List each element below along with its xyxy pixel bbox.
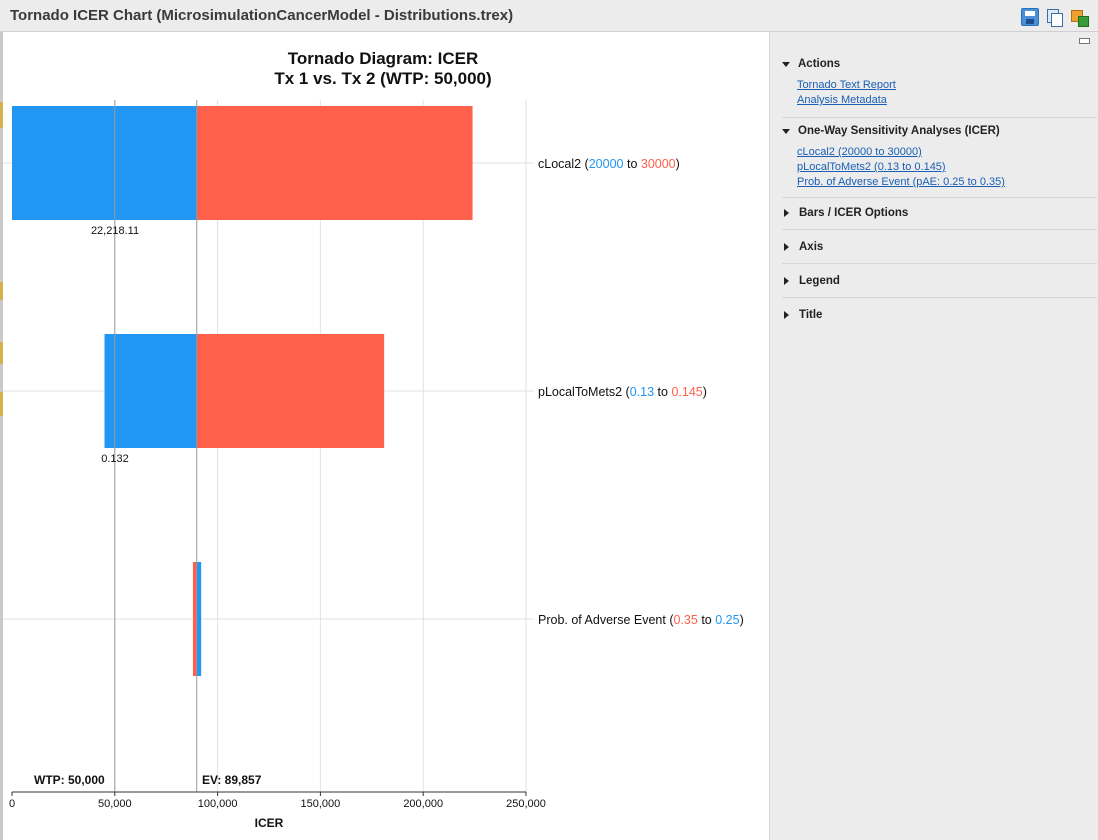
parameter-label: pLocalToMets2 (0.13 to 0.145) — [538, 385, 707, 399]
bar-segment-right — [196, 106, 473, 220]
parameter-label-part: to — [624, 157, 641, 171]
section-one-way[interactable]: One-Way Sensitivity Analyses (ICER) — [782, 125, 1000, 137]
parameter-label-part: ) — [676, 157, 680, 171]
chart-subtitle: Tx 1 vs. Tx 2 (WTP: 50,000) — [274, 69, 492, 88]
export-icon[interactable] — [1070, 8, 1089, 27]
tornado-text-report-link[interactable]: Tornado Text Report — [797, 79, 896, 91]
parameter-label-part: cLocal2 ( — [538, 157, 590, 171]
ev-label: EV: 89,857 — [202, 773, 262, 787]
section-bars-options-label: Bars / ICER Options — [799, 207, 909, 219]
parameter-label-part: 20000 — [589, 157, 624, 171]
window-title: Tornado ICER Chart (MicrosimulationCance… — [10, 7, 514, 24]
minimize-icon[interactable] — [1079, 38, 1090, 44]
chart-area: Tornado Diagram: ICER Tx 1 vs. Tx 2 (WTP… — [3, 32, 769, 840]
parameter-label-part: Prob. of Adverse Event ( — [538, 613, 674, 627]
bar-segment-left — [192, 562, 197, 676]
analysis-metadata-link[interactable]: Analysis Metadata — [797, 94, 887, 106]
x-tick-label: 0 — [9, 798, 15, 810]
edge-marker — [0, 392, 3, 416]
section-actions-label: Actions — [798, 58, 841, 70]
section-one-way-label: One-Way Sensitivity Analyses (ICER) — [798, 125, 1000, 137]
x-tick-label: 50,000 — [98, 798, 132, 810]
x-tick-label: 200,000 — [403, 798, 443, 810]
parameter-label-part: 0.35 — [674, 613, 698, 627]
section-title[interactable]: Title — [782, 309, 822, 321]
bar-annotation: 0.132 — [101, 453, 129, 465]
section-actions[interactable]: Actions — [782, 58, 840, 70]
x-tick-label: 250,000 — [506, 798, 546, 810]
parameter-label-part: 0.13 — [630, 385, 654, 399]
bar-segment-right — [196, 562, 202, 676]
analysis-link-pae[interactable]: Prob. of Adverse Event (pAE: 0.25 to 0.3… — [797, 176, 1005, 188]
bar-segment-right — [196, 334, 385, 448]
parameter-label-part: ) — [740, 613, 744, 627]
parameter-label-part: 30000 — [641, 157, 676, 171]
divider — [782, 297, 1097, 298]
parameter-label-part: ) — [703, 385, 707, 399]
parameter-label-part: 0.25 — [715, 613, 739, 627]
section-legend-label: Legend — [799, 275, 840, 287]
parameter-label-part: to — [698, 613, 715, 627]
divider — [782, 197, 1097, 198]
copy-icon[interactable] — [1045, 8, 1063, 27]
section-legend[interactable]: Legend — [782, 275, 840, 287]
chart-title: Tornado Diagram: ICER — [287, 49, 479, 68]
section-title-label: Title — [799, 309, 823, 321]
edge-marker — [0, 342, 3, 364]
divider — [782, 229, 1097, 230]
window-titlebar: Tornado ICER Chart (MicrosimulationCance… — [0, 0, 1098, 32]
section-axis-label: Axis — [799, 241, 824, 253]
parameter-label-part: pLocalToMets2 ( — [538, 385, 631, 399]
section-axis[interactable]: Axis — [782, 241, 823, 253]
options-sidebar: Actions Tornado Text Report Analysis Met… — [769, 32, 1098, 840]
parameter-label-part: to — [654, 385, 671, 399]
wtp-label: WTP: 50,000 — [34, 773, 105, 787]
bar-segment-left — [104, 334, 197, 448]
analysis-link-clocal2[interactable]: cLocal2 (20000 to 30000) — [797, 146, 922, 158]
bar-segment-left — [12, 106, 197, 220]
parameter-label: Prob. of Adverse Event (0.35 to 0.25) — [538, 613, 744, 627]
x-axis-label: ICER — [255, 816, 284, 830]
parameter-label: cLocal2 (20000 to 30000) — [538, 157, 680, 171]
parameter-label-part: 0.145 — [671, 385, 702, 399]
collapsed-triangle-icon — [784, 277, 789, 285]
section-bars-options[interactable]: Bars / ICER Options — [782, 207, 908, 219]
analysis-link-plocaltomets2[interactable]: pLocalToMets2 (0.13 to 0.145) — [797, 161, 946, 173]
edge-marker — [0, 102, 3, 128]
divider — [782, 117, 1097, 118]
bar-annotation: 22,218.11 — [91, 225, 139, 237]
x-tick-label: 100,000 — [198, 798, 238, 810]
x-tick-label: 150,000 — [301, 798, 341, 810]
collapsed-triangle-icon — [784, 311, 789, 319]
expanded-triangle-icon — [782, 61, 790, 67]
edge-marker — [0, 282, 3, 300]
collapsed-triangle-icon — [784, 209, 789, 217]
collapsed-triangle-icon — [784, 243, 789, 251]
divider — [782, 263, 1097, 264]
expanded-triangle-icon — [782, 128, 790, 134]
save-icon[interactable] — [1021, 8, 1039, 26]
left-panel-edge — [0, 32, 3, 840]
